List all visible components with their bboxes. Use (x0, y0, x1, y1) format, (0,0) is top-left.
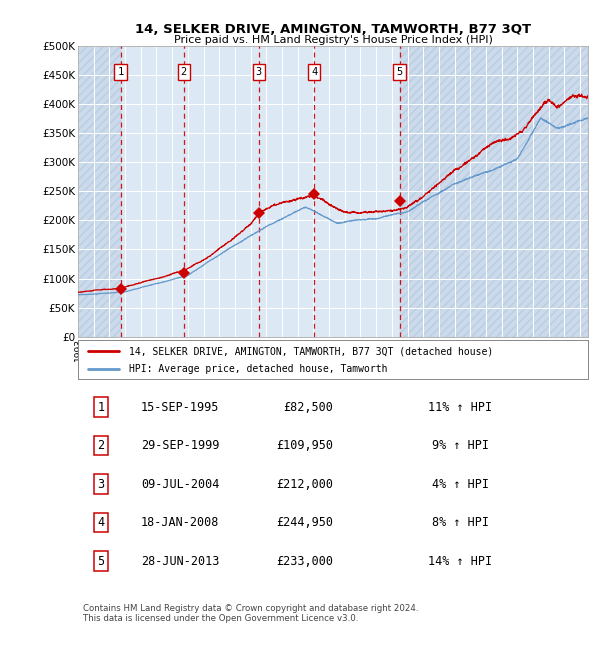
Bar (400, 46, 588, 337)
Text: 29-SEP-1999: 29-SEP-1999 (141, 439, 219, 452)
Text: 4% ↑ HPI: 4% ↑ HPI (432, 478, 489, 491)
Text: 28-JUN-2013: 28-JUN-2013 (141, 554, 219, 567)
Text: 3: 3 (256, 67, 262, 77)
Text: 3: 3 (97, 478, 104, 491)
Text: Contains HM Land Registry data © Crown copyright and database right 2024.
This d: Contains HM Land Registry data © Crown c… (83, 604, 419, 623)
Text: 14, SELKER DRIVE, AMINGTON, TAMWORTH, B77 3QT: 14, SELKER DRIVE, AMINGTON, TAMWORTH, B7… (135, 23, 531, 36)
Text: 2: 2 (97, 439, 104, 452)
Text: 4: 4 (311, 67, 317, 77)
Bar (400, 46, 588, 337)
Text: £109,950: £109,950 (276, 439, 333, 452)
Text: £82,500: £82,500 (283, 400, 333, 413)
Text: 8% ↑ HPI: 8% ↑ HPI (432, 516, 489, 529)
Text: 09-JUL-2004: 09-JUL-2004 (141, 478, 219, 491)
Text: 14, SELKER DRIVE, AMINGTON, TAMWORTH, B77 3QT (detached house): 14, SELKER DRIVE, AMINGTON, TAMWORTH, B7… (129, 346, 493, 356)
Text: 11% ↑ HPI: 11% ↑ HPI (428, 400, 493, 413)
Text: £212,000: £212,000 (276, 478, 333, 491)
Text: 4: 4 (97, 516, 104, 529)
Text: 1: 1 (97, 400, 104, 413)
Text: £233,000: £233,000 (276, 554, 333, 567)
Text: £244,950: £244,950 (276, 516, 333, 529)
Text: 1: 1 (118, 67, 124, 77)
Text: 14% ↑ HPI: 14% ↑ HPI (428, 554, 493, 567)
Text: 2: 2 (181, 67, 187, 77)
Bar (78, 46, 121, 337)
Text: 5: 5 (397, 67, 403, 77)
Text: 9% ↑ HPI: 9% ↑ HPI (432, 439, 489, 452)
Text: HPI: Average price, detached house, Tamworth: HPI: Average price, detached house, Tamw… (129, 364, 388, 374)
Text: 18-JAN-2008: 18-JAN-2008 (141, 516, 219, 529)
Text: Price paid vs. HM Land Registry's House Price Index (HPI): Price paid vs. HM Land Registry's House … (173, 35, 493, 46)
Text: 5: 5 (97, 554, 104, 567)
Bar (78, 46, 121, 337)
Text: 15-SEP-1995: 15-SEP-1995 (141, 400, 219, 413)
